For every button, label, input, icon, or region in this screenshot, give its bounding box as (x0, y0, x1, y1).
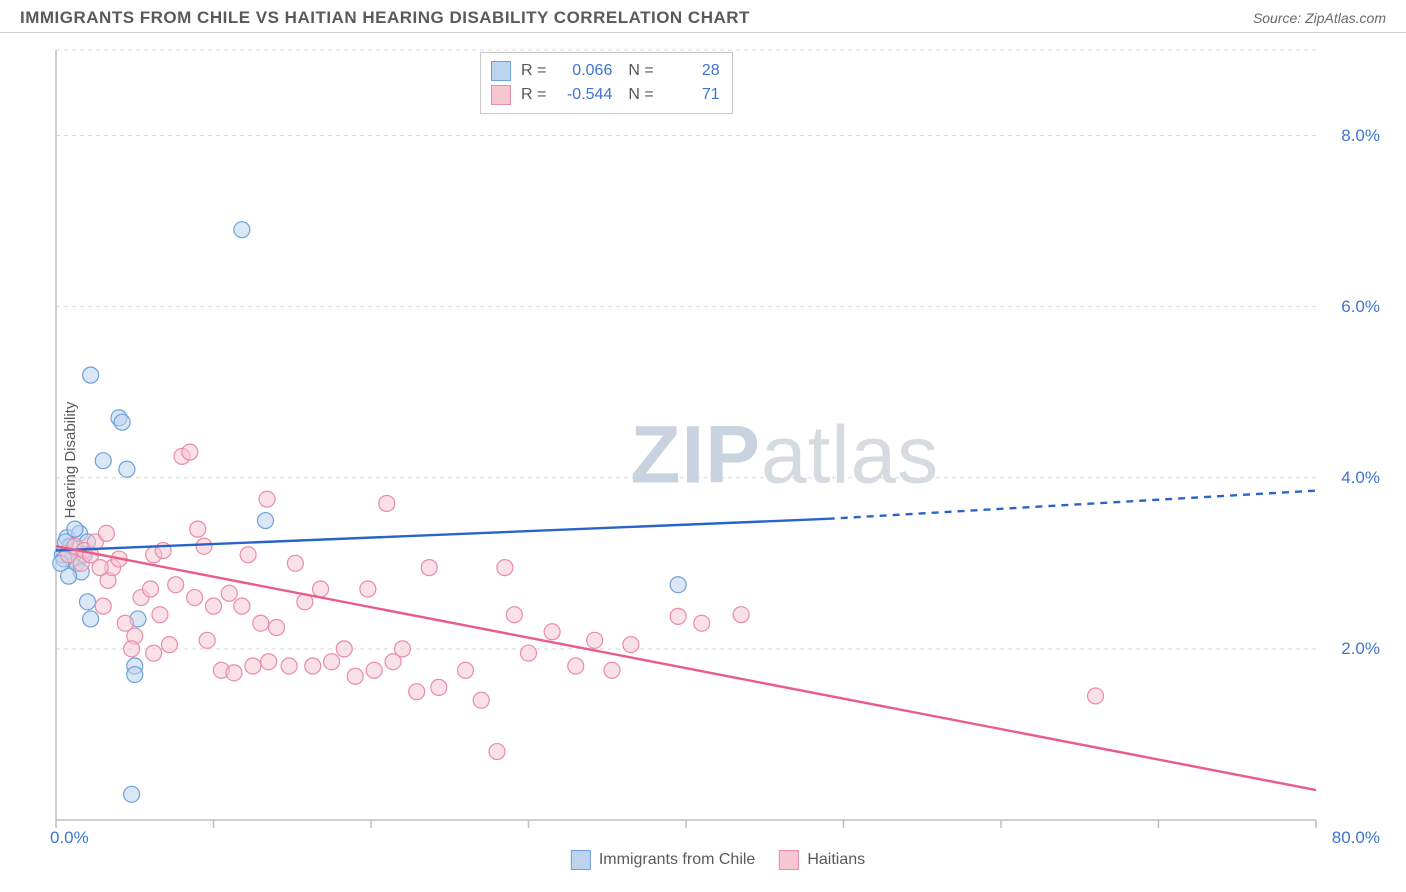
chart-header: IMMIGRANTS FROM CHILE VS HAITIAN HEARING… (0, 0, 1406, 33)
y-axis-label: Hearing Disability (62, 402, 79, 519)
legend-item: Haitians (779, 850, 865, 870)
legend-swatch (779, 850, 799, 870)
legend-label: Immigrants from Chile (599, 851, 755, 869)
scatter-plot (50, 48, 1386, 872)
n-value: 71 (664, 83, 720, 107)
y-tick-label: 2.0% (1341, 639, 1380, 659)
chart-source: Source: ZipAtlas.com (1253, 10, 1386, 26)
legend-swatch (491, 61, 511, 81)
legend-label: Haitians (807, 851, 865, 869)
r-label: R = (521, 83, 546, 107)
legend-swatch (571, 850, 591, 870)
correlation-legend: R = 0.066 N = 28 R = -0.544 N = 71 (480, 52, 733, 114)
r-label: R = (521, 59, 546, 83)
r-value: 0.066 (556, 59, 612, 83)
y-tick-label: 4.0% (1341, 468, 1380, 488)
n-label: N = (628, 59, 653, 83)
chart-title: IMMIGRANTS FROM CHILE VS HAITIAN HEARING… (20, 8, 750, 28)
chart-area: Hearing Disability ZIPatlas R =0.066N =2… (50, 48, 1386, 872)
y-tick-label: 6.0% (1341, 297, 1380, 317)
correlation-row: R = -0.544 N = 71 (491, 83, 720, 107)
r-value: -0.544 (556, 83, 612, 107)
n-value: 28 (664, 59, 720, 83)
x-axis-min-label: 0.0% (50, 828, 89, 848)
series-legend: Immigrants from Chile Haitians (571, 850, 865, 870)
legend-item: Immigrants from Chile (571, 850, 755, 870)
y-tick-label: 8.0% (1341, 126, 1380, 146)
legend-swatch (491, 85, 511, 105)
correlation-row: R = 0.066 N = 28 (491, 59, 720, 83)
n-label: N = (628, 83, 653, 107)
x-axis-max-label: 80.0% (1332, 828, 1380, 848)
